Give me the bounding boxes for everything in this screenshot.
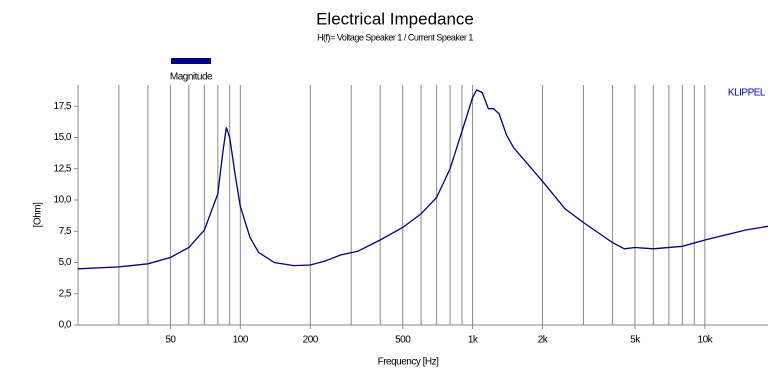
x-axis-label: Frequency [Hz] <box>378 357 440 368</box>
y-tick-label: 12,5 <box>54 163 72 174</box>
x-tick-label: 2k <box>538 335 549 346</box>
chart-subtitle: H(f)= Voltage Speaker 1 / Current Speake… <box>317 32 473 42</box>
legend-label: Magnitude <box>170 72 213 83</box>
x-tick-label: 10k <box>698 335 714 346</box>
y-tick-label: 17,5 <box>54 101 72 112</box>
chart-title: Electrical Impedance <box>316 9 474 28</box>
y-tick-label: 0,0 <box>59 320 72 331</box>
x-tick-label: 1k <box>468 335 479 346</box>
x-tick-label: 5k <box>630 335 641 346</box>
legend-swatch <box>171 58 211 64</box>
line <box>77 89 768 270</box>
y-tick-label: 5,0 <box>59 257 72 268</box>
x-tick-label: 100 <box>233 335 249 346</box>
annotation: KLIPPEL <box>728 88 766 99</box>
x-tick-label: 500 <box>395 335 411 346</box>
y-tick-label: 10,0 <box>54 195 72 206</box>
y-tick-label: 7,5 <box>59 226 72 237</box>
y-tick-label: 15,0 <box>54 132 72 143</box>
x-tick-label: 200 <box>303 335 319 346</box>
y-axis-label: [Ohm] <box>33 202 44 227</box>
x-tick-label: 50 <box>165 335 176 346</box>
y-tick-label: 2,5 <box>59 288 72 299</box>
